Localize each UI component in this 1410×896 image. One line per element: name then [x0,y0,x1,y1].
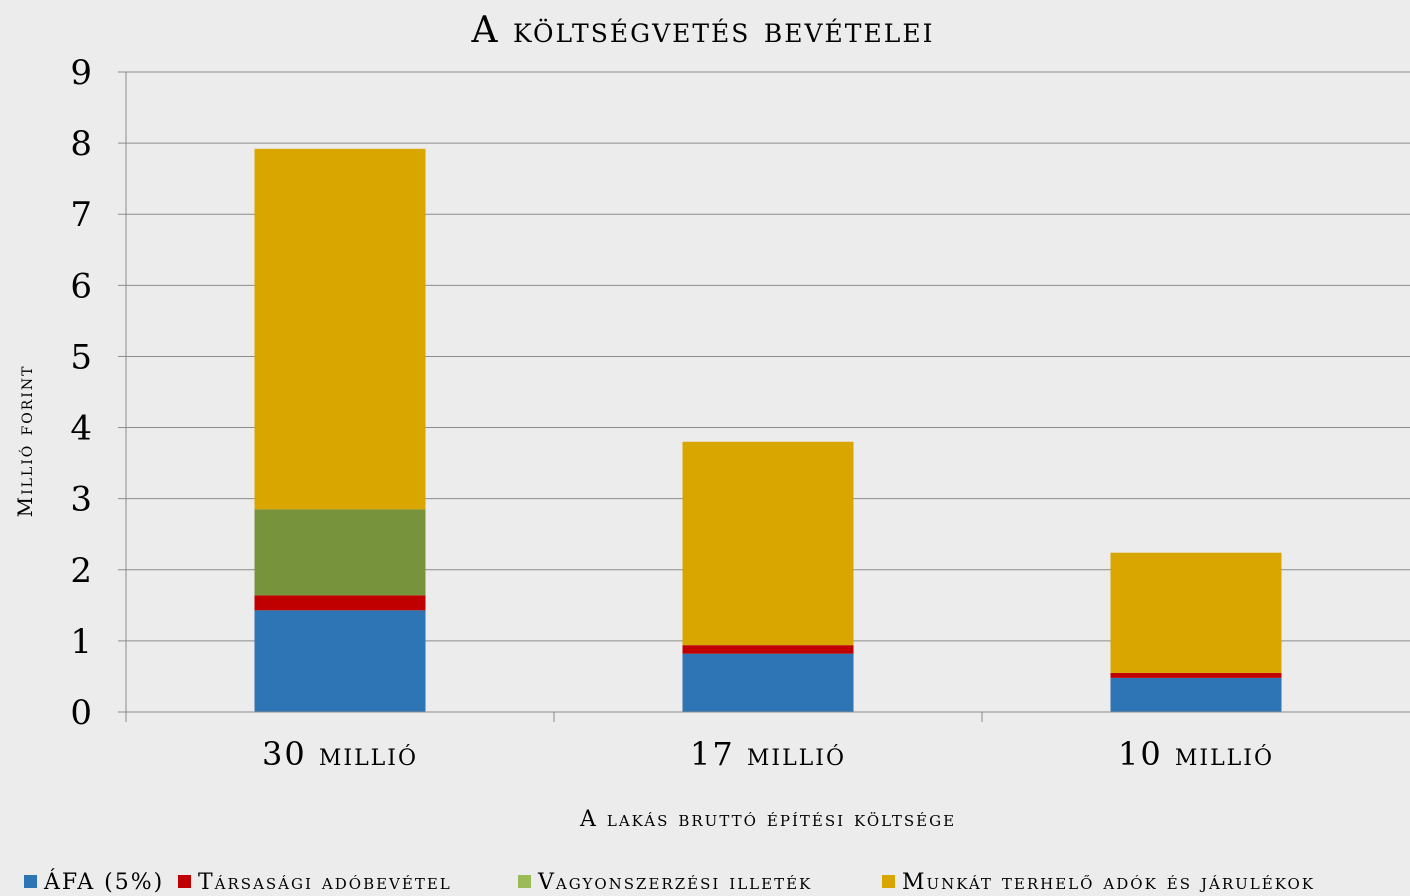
y-tick-label: 7 [70,195,92,235]
y-tick-label: 4 [70,409,92,449]
bar-segment [254,148,426,510]
x-tick-label: 17 millió [690,735,846,773]
legend-label: Társasági adóbevétel [198,870,452,895]
legend-label: Munkát terhelő adók és járulékok [902,870,1315,895]
y-tick-label: 0 [70,693,92,733]
y-axis-label: Millió forint [13,365,37,518]
legend-swatch [178,875,191,888]
legend-label: ÁFA (5%) [43,868,164,895]
bar-segment [254,610,426,712]
legend-swatch [518,875,531,888]
bar-segment [1110,552,1282,673]
axes: 0 1 2 3 4 5 6 7 8 9 30 millió 17 millió 10 millió [70,53,1410,773]
y-tick-label: 3 [70,480,92,520]
y-tick-label: 5 [70,337,92,377]
bar-segment [1110,677,1282,712]
legend-swatch [24,875,37,888]
y-tick-label: 1 [70,622,92,662]
legend: ÁFA (5%) Társasági adóbevétel Vagyonszerzé… [24,868,1315,895]
x-tick-label: 30 millió [262,735,418,773]
x-tick-label: 10 millió [1118,735,1274,773]
bar-segment [254,595,426,611]
bars [254,148,1282,712]
bar-segment [682,441,854,646]
chart-title: A költségvetés bevételei [471,10,935,51]
y-tick-label: 6 [70,266,92,306]
legend-swatch [882,875,895,888]
x-axis-label: A lakás bruttó építési költsége [579,807,956,832]
legend-label: Vagyonszerzési illeték [537,870,812,895]
y-tick-label: 2 [70,551,92,591]
y-tick-label: 8 [70,124,92,164]
bar-segment [682,653,854,712]
bar-segment [254,509,426,596]
y-tick-label: 9 [70,53,92,93]
bar-segment [1110,672,1282,678]
bar-segment [682,645,854,654]
